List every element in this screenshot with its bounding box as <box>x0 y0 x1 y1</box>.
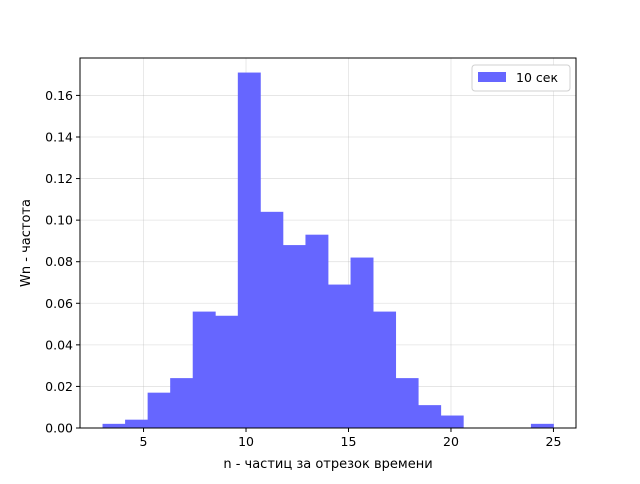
histogram-bar <box>102 423 126 428</box>
x-axis-label: n - частиц за отрезок времени <box>223 457 432 472</box>
histogram-bar <box>192 311 216 428</box>
legend-swatch <box>478 72 506 82</box>
y-tick-label: 0.02 <box>45 379 73 394</box>
histogram-bar <box>215 315 239 428</box>
histogram-bar <box>260 211 284 428</box>
histogram-bar <box>440 415 464 428</box>
histogram-bar <box>305 234 329 428</box>
y-tick-label: 0.06 <box>45 296 73 311</box>
x-tick-label: 25 <box>546 434 562 449</box>
x-tick-label: 5 <box>140 434 148 449</box>
histogram-bar <box>350 257 374 428</box>
y-tick-label: 0.14 <box>45 129 73 144</box>
x-tick-label: 10 <box>238 434 254 449</box>
histogram-bar <box>373 311 397 428</box>
x-tick-label: 20 <box>443 434 459 449</box>
y-tick-label: 0.12 <box>45 171 73 186</box>
y-axis-ticks: 0.00 0.02 0.04 0.06 0.08 0.10 0.12 0.14 0.16 <box>45 88 80 436</box>
legend: 10 сек <box>471 64 571 92</box>
histogram-bar <box>147 392 171 428</box>
histogram-bar <box>418 405 442 428</box>
y-tick-label: 0.10 <box>45 213 73 228</box>
legend-label: 10 сек <box>516 70 558 85</box>
x-tick-label: 15 <box>341 434 357 449</box>
y-tick-label: 0.08 <box>45 254 73 269</box>
histogram-bar <box>530 423 554 428</box>
y-tick-label: 0.16 <box>45 88 73 103</box>
y-tick-label: 0.00 <box>45 421 73 436</box>
histogram-bars <box>102 72 554 428</box>
histogram-bar <box>170 378 194 428</box>
y-tick-label: 0.04 <box>45 337 73 352</box>
x-axis-ticks: 5 10 15 20 25 <box>140 428 562 449</box>
histogram-bar <box>328 284 351 428</box>
histogram-bar <box>395 378 419 428</box>
histogram-bar <box>125 419 149 428</box>
legend-box <box>471 64 571 92</box>
histogram-bar <box>237 72 261 428</box>
histogram-bar <box>282 245 306 428</box>
plot-frame <box>79 57 577 429</box>
y-axis-label: Wn - частота <box>19 199 34 287</box>
